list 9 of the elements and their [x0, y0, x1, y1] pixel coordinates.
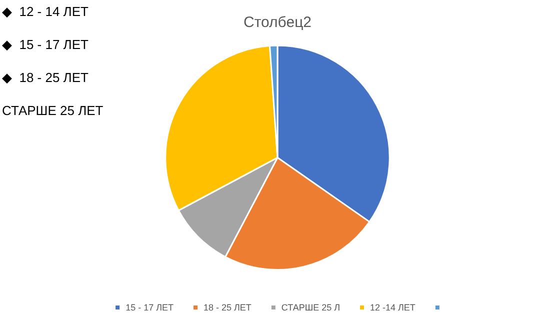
- legend-label: 12 -14 ЛЕТ: [370, 302, 416, 312]
- text: ◆ 15 - 17 ЛЕТ: [2, 36, 90, 54]
- text: ◆ 12 - 14 ЛЕТ: [2, 3, 90, 21]
- legend-label: 15 - 17 ЛЕТ: [126, 302, 174, 312]
- legend-label: 18 - 25 ЛЕТ: [204, 302, 252, 312]
- text: СТАРШЕ 25 ЛЕТ: [2, 102, 104, 120]
- chart-title: Столбец2: [244, 14, 312, 31]
- legend-label: СТАРШЕ 25 Л: [281, 302, 340, 312]
- text: ◆ 18 - 25 ЛЕТ: [2, 69, 90, 87]
